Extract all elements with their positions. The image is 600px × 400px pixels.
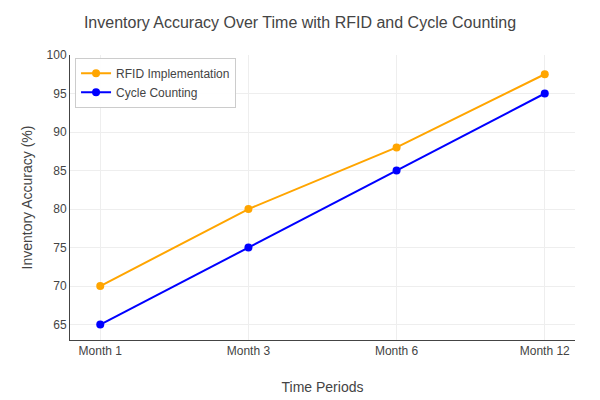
- svg-text:65: 65: [53, 318, 67, 332]
- svg-text:70: 70: [53, 279, 67, 293]
- svg-text:Inventory Accuracy Over Time w: Inventory Accuracy Over Time with RFID a…: [84, 14, 516, 31]
- svg-text:85: 85: [53, 164, 67, 178]
- svg-text:Cycle Counting: Cycle Counting: [116, 86, 197, 100]
- svg-text:Month 1: Month 1: [79, 344, 123, 358]
- svg-text:75: 75: [53, 241, 67, 255]
- svg-text:80: 80: [53, 202, 67, 216]
- svg-text:Time Periods: Time Periods: [282, 379, 364, 395]
- svg-text:95: 95: [53, 87, 67, 101]
- svg-text:Inventory Accuracy (%): Inventory Accuracy (%): [19, 126, 35, 270]
- svg-text:90: 90: [53, 125, 67, 139]
- svg-text:Month 12: Month 12: [520, 344, 570, 358]
- svg-text:100: 100: [47, 48, 67, 62]
- svg-text:Month 6: Month 6: [375, 344, 419, 358]
- svg-text:RFID Implementation: RFID Implementation: [116, 67, 229, 81]
- svg-text:Month 3: Month 3: [227, 344, 271, 358]
